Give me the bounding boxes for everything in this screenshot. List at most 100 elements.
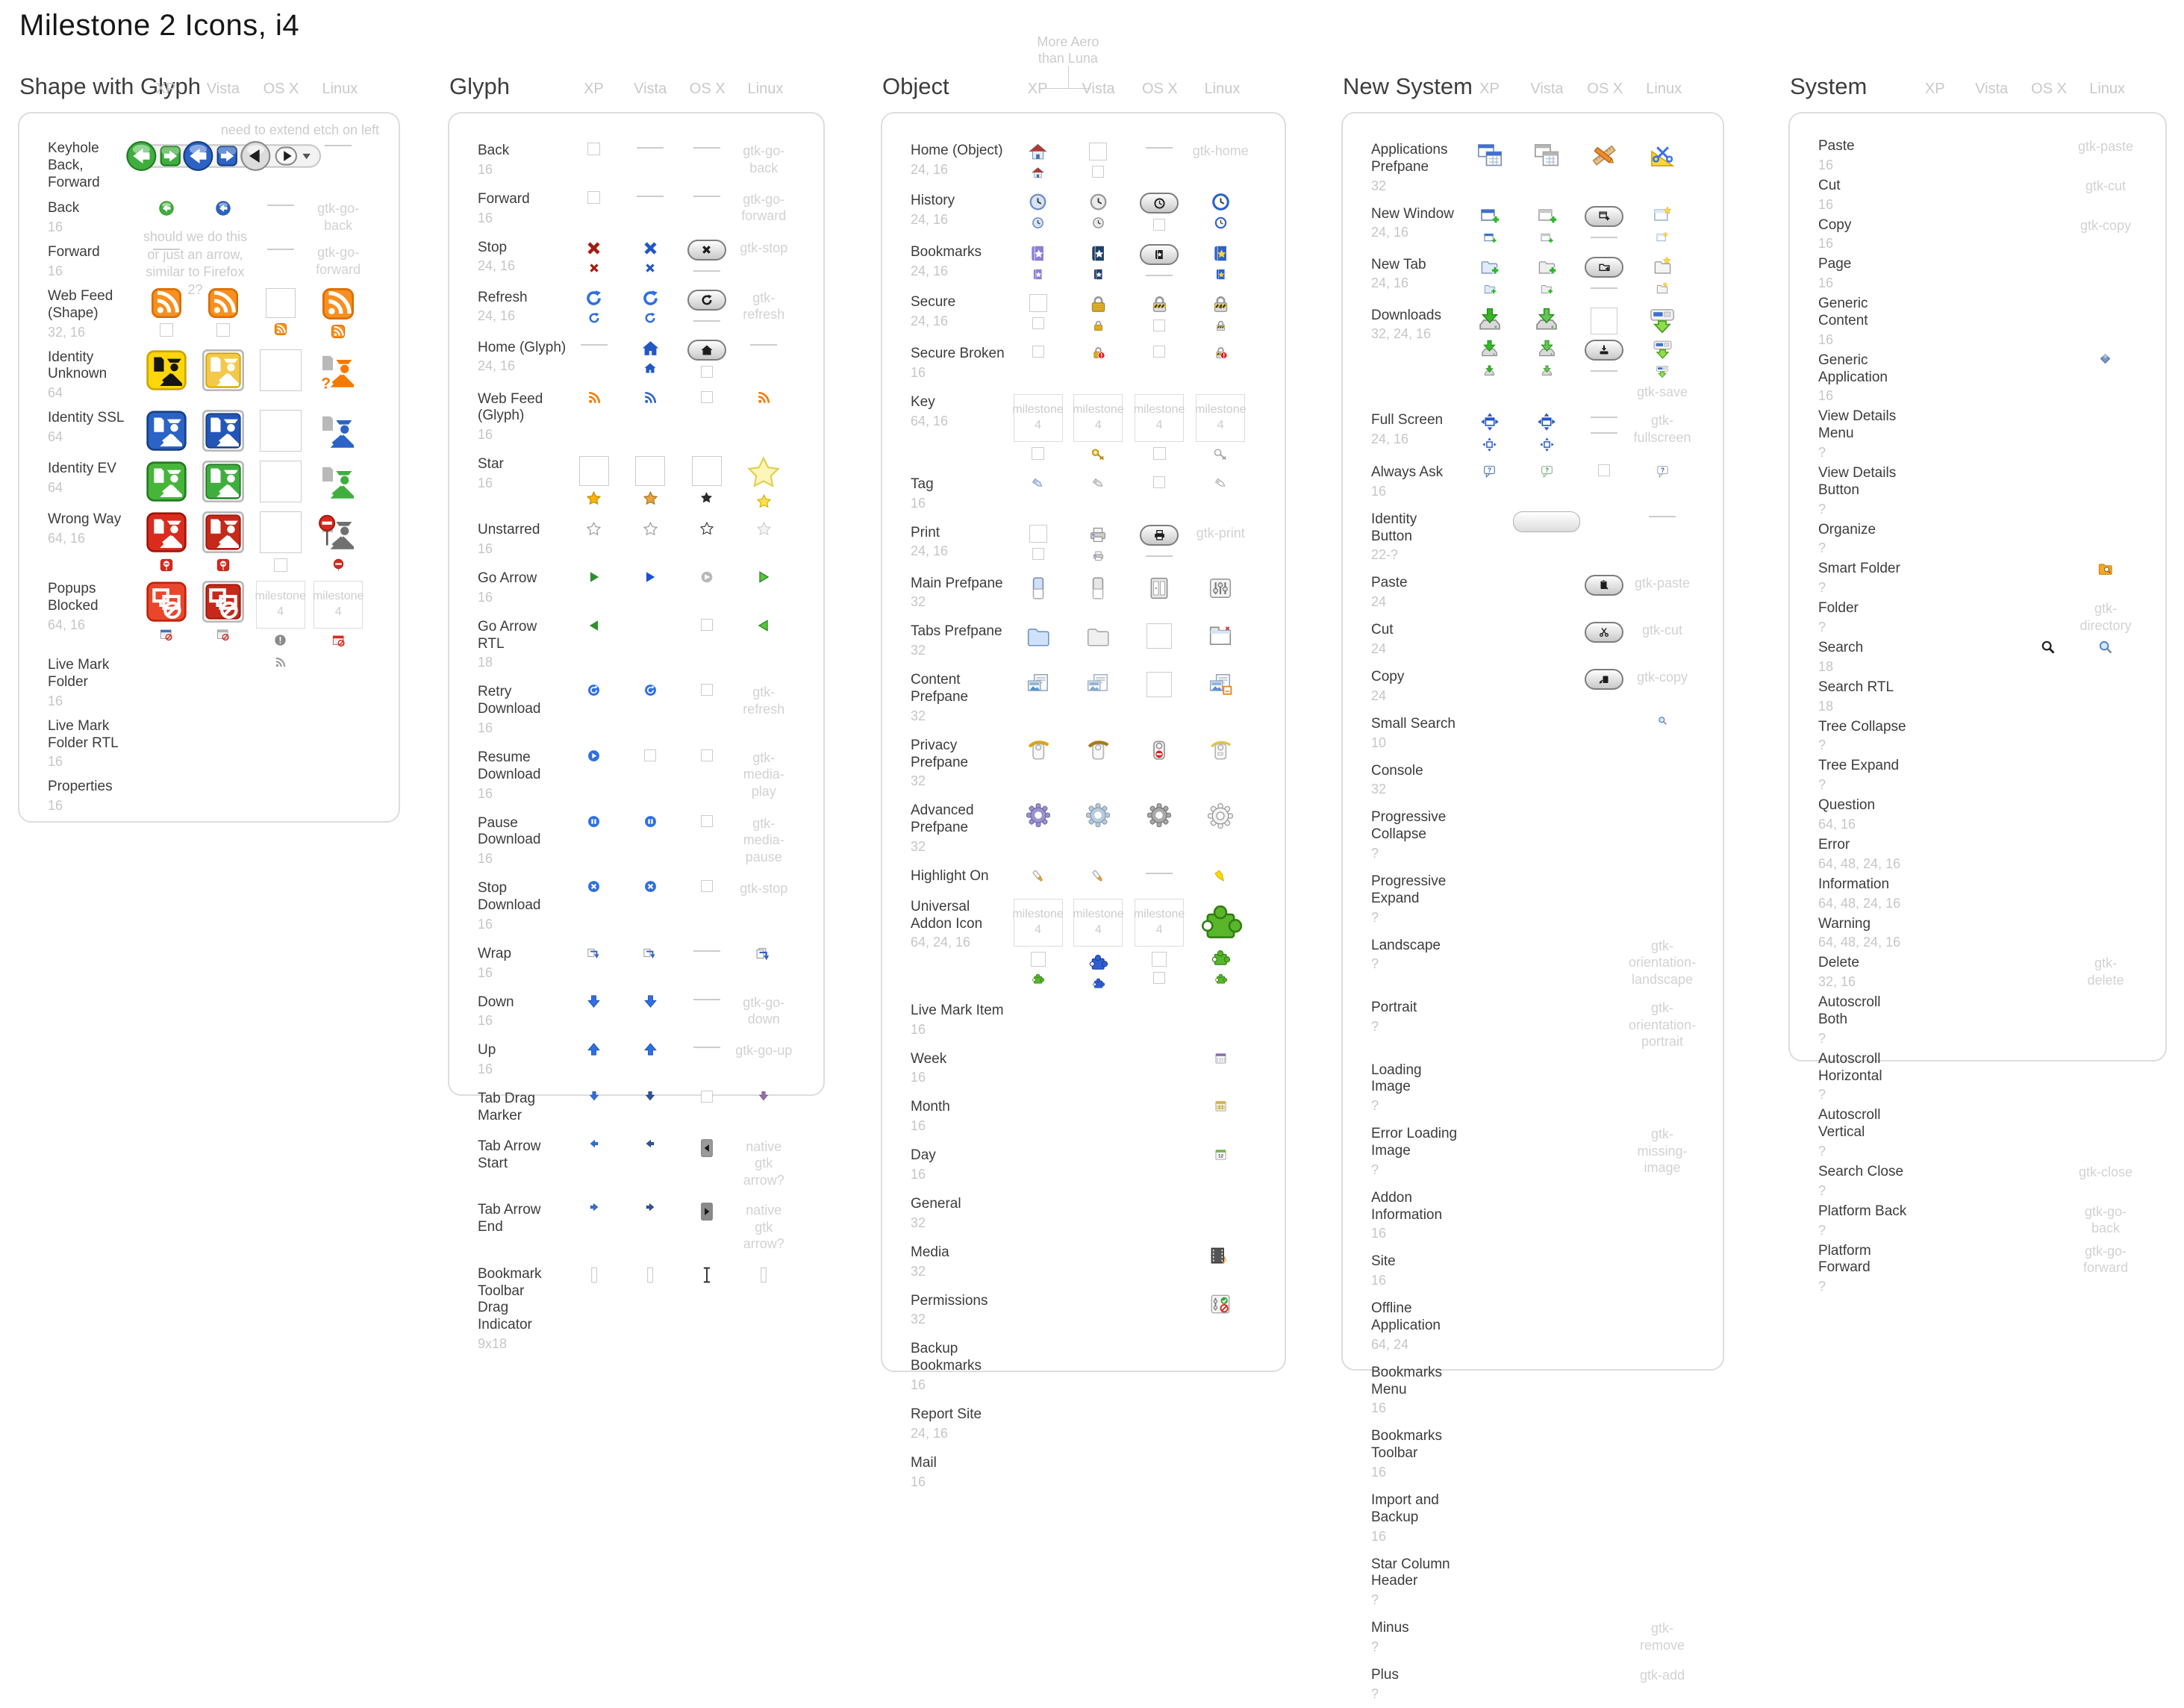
placeholder-box (1146, 623, 1173, 649)
cell-xp (137, 657, 194, 667)
arr-left-icon (590, 1139, 599, 1148)
cell-os-x (2020, 719, 2077, 729)
cell-xp (566, 684, 622, 696)
row-label: Cut 16 (1790, 178, 1907, 213)
cell-vista: milestone 4 (1068, 898, 1129, 989)
column-header-vista: Vista (1082, 81, 1115, 97)
row-sizes: 64 (48, 479, 63, 495)
row-sizes: 32 (911, 1312, 926, 1327)
gtk-stock-label: gtk-copy (1637, 670, 1688, 685)
row-sizes: 16 (48, 798, 63, 814)
cell-linux: milestone 4 (310, 581, 367, 648)
row-label: Bookmarks Menu 16 (1343, 1365, 1461, 1417)
row-label: General 32 (882, 1196, 1008, 1231)
cell-vista (1963, 1203, 2019, 1214)
row-name: Forward (478, 190, 530, 207)
cell-vista (1513, 511, 1581, 532)
cell-linux (1190, 623, 1251, 649)
gtk-stock-label: gtk-fullscreen (1633, 413, 1691, 445)
cell-os-x (1575, 1365, 1633, 1375)
row-permissions: Permissions 32 (882, 1286, 1285, 1335)
row-name: Secure (911, 294, 956, 310)
arr-down-icon (589, 1091, 599, 1101)
cell-os-x (678, 143, 736, 153)
placeholder-dash (637, 147, 664, 149)
row-label: Paste 16 (1790, 138, 1907, 173)
svg-text:♪: ♪ (1221, 1252, 1227, 1266)
cell-xp (1461, 809, 1518, 820)
row-name: Paste (1371, 575, 1408, 591)
cell-linux: ? (1633, 464, 1691, 479)
cell-linux: gtk-go-forward (310, 244, 367, 278)
cell-xp (1008, 1196, 1068, 1206)
row-addon-information: Addon Information 16 (1343, 1184, 1723, 1248)
cell-vista (1068, 1099, 1129, 1109)
column-header-xp: XP (1027, 81, 1048, 97)
row-name: Always Ask (1371, 464, 1444, 481)
cal-day-icon: 12 (1214, 1147, 1228, 1162)
row-import-and-backup: Import and Backup 16 (1343, 1486, 1723, 1550)
row-name: Minus (1371, 1620, 1409, 1636)
cell-linux (2077, 679, 2134, 690)
row-sizes: ? (1371, 1018, 1379, 1034)
row-label: Content Prefpane 32 (882, 672, 1008, 724)
row-name: Star Column Header (1371, 1556, 1450, 1589)
row-general: General 32 (882, 1189, 1285, 1238)
row-label: Day 16 (882, 1147, 1008, 1182)
cell-xp (566, 391, 622, 405)
popup-win-blue-icon (159, 628, 173, 642)
row-label: Progressive Expand? (1343, 873, 1461, 926)
cell-os-x (678, 749, 736, 761)
cell-xp (1907, 1107, 1963, 1118)
placeholder-dash (1591, 417, 1618, 419)
cell-linux: gtk-paste (1633, 575, 1691, 592)
cell-vista (1963, 1243, 2019, 1253)
officer-green-f-icon (202, 461, 244, 503)
row-label: Tree Collapse? (1790, 719, 1907, 754)
row-label: Folder? (1790, 600, 1907, 635)
gtk-stock-label: gtk-refresh (743, 290, 785, 322)
osx-pill-button (1585, 339, 1624, 361)
cell-linux (310, 140, 367, 151)
row-label: Search Close? (1790, 1164, 1907, 1199)
row-name: Identity Unknown (48, 349, 107, 382)
row-label: Import and Backup 16 (1343, 1492, 1461, 1545)
placeholder-dash (693, 147, 720, 149)
row-site: Site 16 (1343, 1247, 1723, 1294)
row-name: Stop Download (478, 880, 541, 913)
cell-xp (1461, 142, 1518, 169)
row-name: Refresh (478, 289, 528, 305)
row-sizes: ? (1371, 846, 1379, 861)
cell-xp (1907, 561, 1963, 571)
row-name: Tree Collapse (1818, 718, 1906, 735)
cell-vista (1068, 1406, 1129, 1417)
home-xp-icon (1029, 143, 1047, 161)
panel-glyph: Glyph XP Vista OS X Linux Back 16 gtk-go-back Fo… (448, 72, 825, 1351)
placeholder-box (1152, 446, 1166, 460)
cell-linux (1633, 511, 1691, 522)
clock-blue-icon (1032, 216, 1044, 229)
cell-vista (1518, 763, 1575, 773)
cell-xp (566, 749, 622, 762)
cell-vista (622, 391, 678, 405)
cal-month-icon (1214, 1099, 1228, 1113)
milestone-4-placeholder: milestone 4 (313, 581, 364, 629)
lock-striped2-icon (1211, 294, 1231, 314)
row-downloads: Downloads 32, 24, 16 gtk-save (1343, 302, 1723, 407)
cell-xp (566, 240, 622, 274)
cell-vista (1963, 679, 2019, 690)
row-refresh: Refresh 24, 16 gtk-refresh (449, 283, 823, 333)
cell-xp (1461, 1190, 1518, 1200)
placeholder-dash (266, 249, 294, 251)
row-label: History 24, 16 (882, 193, 1008, 228)
wrap-icon (643, 946, 658, 961)
row-sizes: 32, 16 (48, 324, 86, 340)
row-sizes: 16 (1818, 196, 1834, 212)
row-name: Search RTL (1818, 679, 1894, 695)
rss-glyph-orange-icon (757, 391, 770, 405)
row-label: Media 32 (882, 1244, 1008, 1280)
row-name: Search Close (1818, 1163, 1904, 1179)
cell-linux (2077, 797, 2134, 808)
row-sizes: 16 (48, 263, 63, 278)
row-name: Identity EV (48, 461, 116, 477)
